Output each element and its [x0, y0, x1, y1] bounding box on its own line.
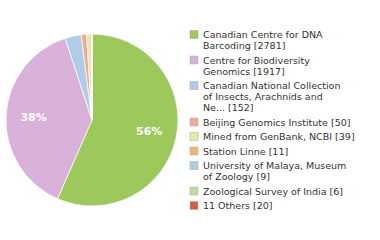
legend-item: University of Malaya, Museumof Zoology […: [190, 160, 346, 182]
legend-item: Mined from GenBank, NCBI [39]: [190, 131, 355, 142]
legend-label: Centre for BiodiversityGenomics [1917]: [203, 55, 310, 77]
legend-label: Station Linne [11]: [203, 146, 288, 157]
legend-item: Centre for BiodiversityGenomics [1917]: [190, 55, 310, 77]
legend-item: Canadian National Collectionof Insects, …: [190, 80, 340, 113]
legend-label: Canadian National Collectionof Insects, …: [203, 80, 340, 113]
data-label: 38%: [20, 111, 46, 124]
data-label: 56%: [136, 125, 162, 138]
data-labels: 56% 38%: [20, 111, 162, 139]
legend-label: 11 Others [20]: [203, 200, 273, 211]
legend-item: Beijing Genomics Institute [50]: [190, 117, 350, 128]
pie-slice: [87, 34, 92, 120]
pie-slice: [65, 35, 92, 120]
legend-label: Zoological Survey of India [6]: [203, 186, 343, 197]
legend-swatch: [190, 56, 198, 64]
legend-swatch: [190, 202, 198, 210]
legend-swatch: [190, 162, 198, 170]
legend-swatch: [190, 187, 198, 195]
legend-item: Station Linne [11]: [190, 146, 288, 157]
legend-swatch: [190, 118, 198, 126]
legend-label: Beijing Genomics Institute [50]: [203, 117, 350, 128]
pie-slice: [92, 34, 93, 120]
legend-swatch: [190, 82, 198, 90]
pie-slice: [92, 34, 93, 120]
legend-label: Mined from GenBank, NCBI [39]: [203, 131, 355, 142]
legend-item: 11 Others [20]: [190, 200, 273, 211]
pie: [6, 34, 178, 206]
legend-item: Canadian Centre for DNABarcoding [2781]: [190, 29, 323, 51]
legend-label: University of Malaya, Museumof Zoology […: [203, 160, 346, 182]
legend-swatch: [190, 133, 198, 141]
chart: 56% 38% Canadian Centre for DNABarcoding […: [0, 0, 380, 240]
legend-swatch: [190, 147, 198, 155]
pie-slice: [92, 34, 93, 120]
legend: Canadian Centre for DNABarcoding [2781] C…: [190, 29, 355, 211]
pie-slice: [81, 34, 92, 120]
pie-slice: [92, 34, 93, 120]
legend-item: Zoological Survey of India [6]: [190, 186, 343, 197]
legend-swatch: [190, 31, 198, 39]
legend-label: Canadian Centre for DNABarcoding [2781]: [203, 29, 323, 51]
